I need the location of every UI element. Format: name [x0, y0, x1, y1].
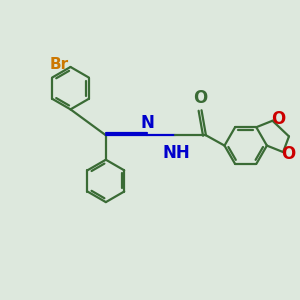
Text: O: O [193, 89, 207, 107]
Text: NH: NH [163, 143, 190, 161]
Text: Br: Br [50, 57, 69, 72]
Text: O: O [271, 110, 285, 128]
Text: O: O [281, 145, 296, 163]
Text: N: N [141, 114, 154, 132]
